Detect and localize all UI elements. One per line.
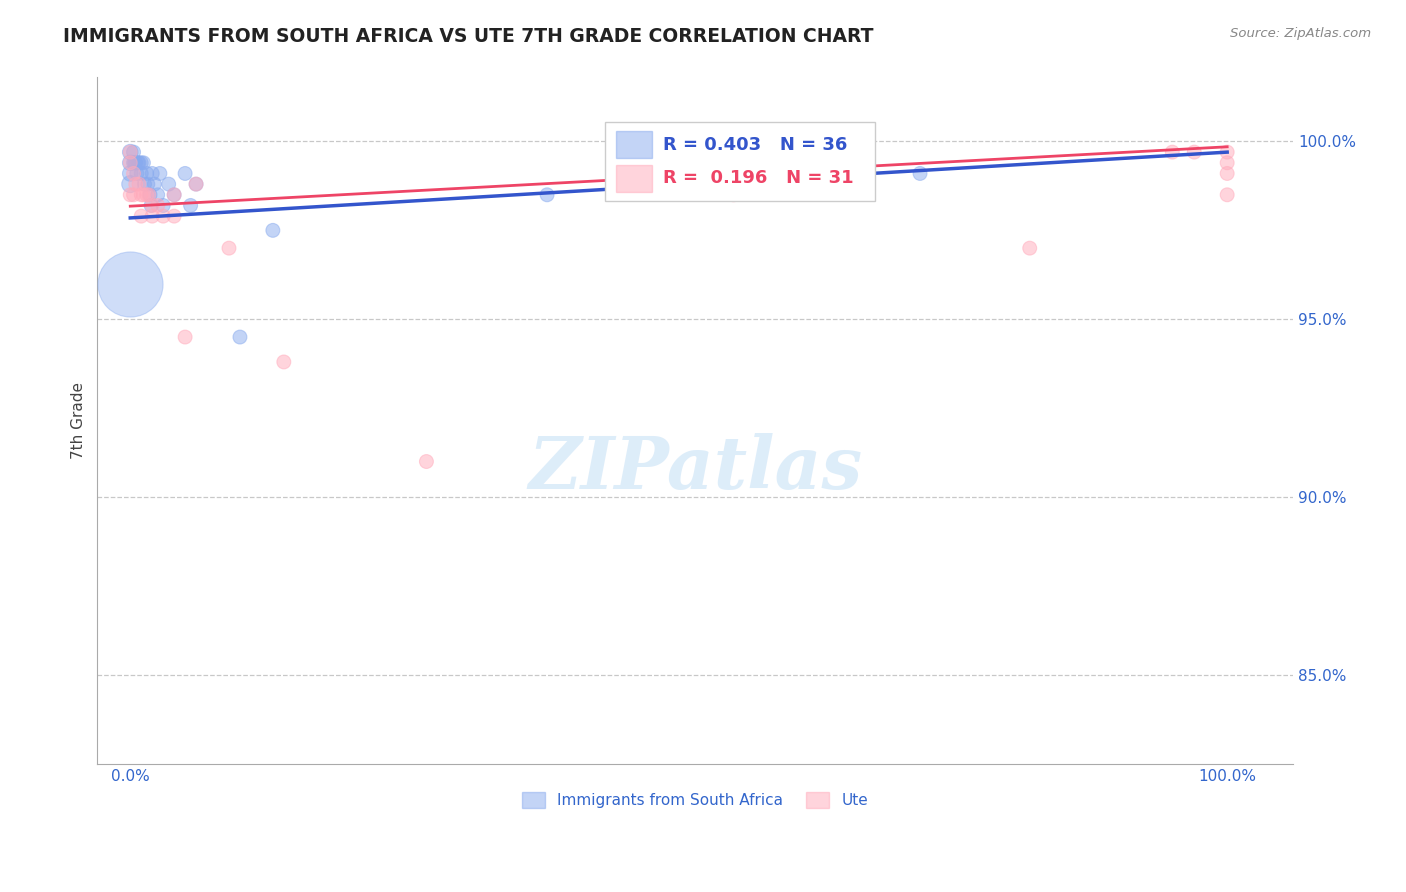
Point	[129, 209, 152, 223]
Point	[180, 198, 202, 212]
Point	[536, 187, 558, 202]
Point	[139, 187, 162, 202]
Point	[124, 156, 146, 170]
Point	[136, 177, 159, 191]
Point	[134, 177, 156, 191]
Point	[129, 166, 152, 180]
Point	[1182, 145, 1205, 160]
Point	[122, 166, 145, 180]
Text: R = 0.403   N = 36: R = 0.403 N = 36	[662, 136, 848, 153]
Point	[152, 198, 174, 212]
Point	[122, 187, 145, 202]
Point	[135, 166, 157, 180]
Point	[174, 330, 197, 344]
Point	[120, 277, 142, 291]
Point	[120, 145, 142, 160]
Point	[135, 187, 157, 202]
Text: R =  0.196   N = 31: R = 0.196 N = 31	[662, 169, 853, 187]
Point	[799, 166, 821, 180]
Text: Source: ZipAtlas.com: Source: ZipAtlas.com	[1230, 27, 1371, 40]
Y-axis label: 7th Grade: 7th Grade	[72, 382, 86, 459]
Point	[184, 177, 207, 191]
Point	[129, 187, 152, 202]
Point	[128, 156, 150, 170]
FancyBboxPatch shape	[616, 165, 652, 192]
Point	[415, 454, 437, 468]
Point	[146, 198, 169, 212]
Point	[908, 166, 931, 180]
Point	[174, 166, 197, 180]
Point	[152, 209, 174, 223]
Point	[1216, 187, 1239, 202]
Point	[143, 177, 166, 191]
Point	[163, 209, 186, 223]
Point	[122, 145, 145, 160]
Point	[127, 156, 149, 170]
Text: ZIPatlas: ZIPatlas	[529, 434, 862, 504]
Point	[149, 166, 172, 180]
Point	[184, 177, 207, 191]
Point	[1216, 156, 1239, 170]
Point	[129, 156, 152, 170]
Point	[132, 187, 155, 202]
Point	[141, 166, 163, 180]
Point	[723, 187, 745, 202]
Point	[1161, 145, 1184, 160]
Point	[163, 187, 186, 202]
Point	[163, 187, 186, 202]
Point	[229, 330, 252, 344]
Point	[157, 177, 180, 191]
Point	[122, 156, 145, 170]
Point	[262, 223, 284, 237]
Point	[141, 209, 163, 223]
Point	[120, 156, 142, 170]
Point	[132, 156, 155, 170]
Point	[1216, 166, 1239, 180]
FancyBboxPatch shape	[606, 122, 875, 201]
Point	[139, 198, 162, 212]
Point	[1216, 145, 1239, 160]
Point	[141, 198, 163, 212]
Point	[120, 145, 142, 160]
Point	[138, 187, 160, 202]
Point	[125, 156, 148, 170]
Point	[125, 166, 148, 180]
Legend: Immigrants from South Africa, Ute: Immigrants from South Africa, Ute	[516, 787, 875, 814]
Point	[645, 156, 668, 170]
Point	[1018, 241, 1040, 255]
Point	[120, 156, 142, 170]
Point	[120, 177, 142, 191]
Point	[120, 187, 142, 202]
Point	[273, 355, 295, 369]
FancyBboxPatch shape	[616, 131, 652, 159]
Text: IMMIGRANTS FROM SOUTH AFRICA VS UTE 7TH GRADE CORRELATION CHART: IMMIGRANTS FROM SOUTH AFRICA VS UTE 7TH …	[63, 27, 873, 45]
Point	[120, 166, 142, 180]
Point	[146, 187, 169, 202]
Point	[832, 156, 855, 170]
Point	[125, 177, 148, 191]
Point	[128, 177, 150, 191]
Point	[218, 241, 240, 255]
